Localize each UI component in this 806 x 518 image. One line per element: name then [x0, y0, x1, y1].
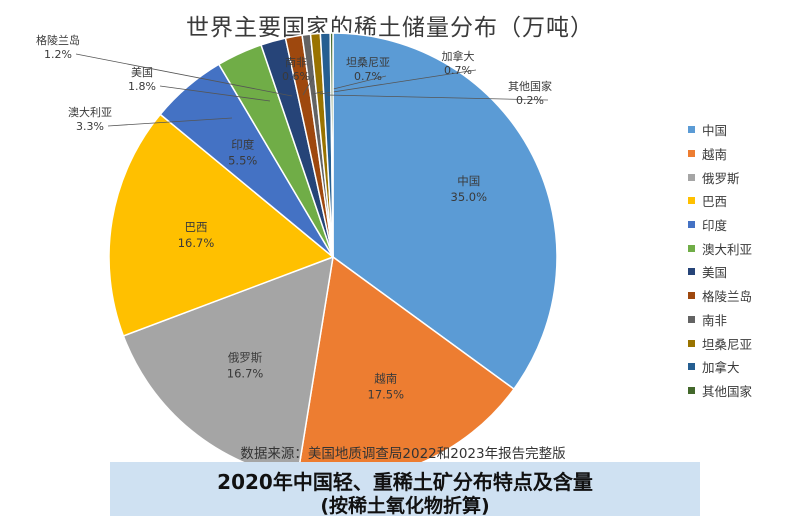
callout-percent-label: 0.2% — [516, 94, 544, 107]
slice-percent-label: 5.5% — [228, 153, 257, 167]
slice-percent-label: 17.5% — [368, 387, 405, 401]
slice-percent-label: 16.7% — [227, 367, 264, 381]
callout-percent-label: 0.6% — [282, 70, 310, 83]
legend-label: 巴西 — [702, 194, 728, 210]
legend-item: 美国 — [688, 260, 798, 284]
callout-percent-label: 3.3% — [76, 120, 104, 133]
callout-name-label: 格陵兰岛 — [36, 33, 80, 47]
callout-name-label: 美国 — [131, 66, 153, 79]
callout-percent-label: 0.7% — [354, 70, 382, 83]
legend-label: 坦桑尼亚 — [702, 336, 753, 352]
callout-name-label: 加拿大 — [442, 49, 475, 63]
legend-swatch — [688, 363, 695, 371]
legend-label: 越南 — [702, 147, 728, 163]
legend-item: 越南 — [688, 142, 798, 166]
callout-leader-line — [319, 69, 477, 95]
callout-name-label: 坦桑尼亚 — [346, 55, 390, 69]
slice-percent-label: 16.7% — [178, 236, 215, 250]
callout-percent-label: 1.8% — [128, 80, 156, 93]
callout-name-label: 澳大利亚 — [68, 105, 112, 119]
caption-banner: 2020年中国轻、重稀土矿分布特点及含量 (按稀土氧化物折算) — [110, 462, 700, 517]
legend-swatch — [688, 339, 695, 347]
legend-label: 加拿大 — [702, 360, 740, 376]
chart-legend: 中国越南俄罗斯巴西印度澳大利亚美国格陵兰岛南非坦桑尼亚加拿大其他国家 — [688, 118, 798, 402]
legend-label: 澳大利亚 — [702, 241, 753, 257]
callout-leader-line — [159, 85, 271, 102]
legend-item: 其他国家 — [688, 379, 798, 403]
legend-item: 巴西 — [688, 189, 798, 213]
callout-leader-line — [302, 75, 315, 96]
callout-percent-label: 0.7% — [444, 64, 472, 77]
legend-item: 澳大利亚 — [688, 236, 798, 260]
legend-item: 中国 — [688, 118, 798, 142]
legend-swatch — [688, 292, 695, 300]
legend-swatch — [688, 221, 695, 229]
legend-swatch — [688, 315, 695, 323]
callout-name-label: 其他国家 — [508, 79, 552, 93]
legend-label: 俄罗斯 — [702, 170, 740, 186]
legend-label: 美国 — [702, 265, 728, 281]
slice-name-label: 印度 — [231, 137, 254, 151]
legend-label: 南非 — [702, 312, 728, 328]
callout-leader-line — [326, 94, 549, 101]
banner-title: 2020年中国轻、重稀土矿分布特点及含量 — [217, 470, 593, 494]
slice-name-label: 俄罗斯 — [228, 351, 263, 365]
slice-name-label: 越南 — [374, 371, 397, 385]
slice-name-label: 中国 — [457, 174, 480, 188]
legend-item: 坦桑尼亚 — [688, 331, 798, 355]
legend-item: 印度 — [688, 213, 798, 237]
banner-subtitle: (按稀土氧化物折算) — [320, 495, 490, 517]
legend-label: 格陵兰岛 — [702, 289, 753, 305]
callout-name-label: 南非 — [285, 56, 307, 69]
legend-swatch — [688, 268, 695, 276]
legend-swatch — [688, 150, 695, 158]
pie-slice-中国 — [332, 32, 558, 391]
callout-percent-label: 1.2% — [44, 48, 72, 61]
legend-swatch — [688, 244, 695, 252]
legend-swatch — [688, 173, 695, 181]
legend-item: 格陵兰岛 — [688, 284, 798, 308]
chart-title: 世界主要国家的稀土储量分布（万吨） — [186, 15, 594, 41]
legend-label: 印度 — [702, 218, 728, 234]
slice-percent-label: 35.0% — [451, 190, 488, 204]
callout-leader-line — [75, 53, 293, 97]
pie-slice-其他国家 — [329, 32, 334, 258]
legend-swatch — [688, 126, 695, 134]
legend-swatch — [688, 197, 695, 205]
legend-label: 其他国家 — [702, 383, 753, 399]
callout-leader-line — [107, 117, 233, 127]
legend-label: 中国 — [702, 123, 728, 139]
source-note: 数据来源：美国地质调查局2022和2023年报告完整版 — [240, 446, 566, 462]
legend-swatch — [688, 386, 695, 394]
legend-item: 加拿大 — [688, 355, 798, 379]
legend-item: 俄罗斯 — [688, 165, 798, 189]
legend-item: 南非 — [688, 308, 798, 332]
pie-slice-巴西 — [108, 113, 335, 337]
slice-name-label: 巴西 — [185, 220, 208, 234]
